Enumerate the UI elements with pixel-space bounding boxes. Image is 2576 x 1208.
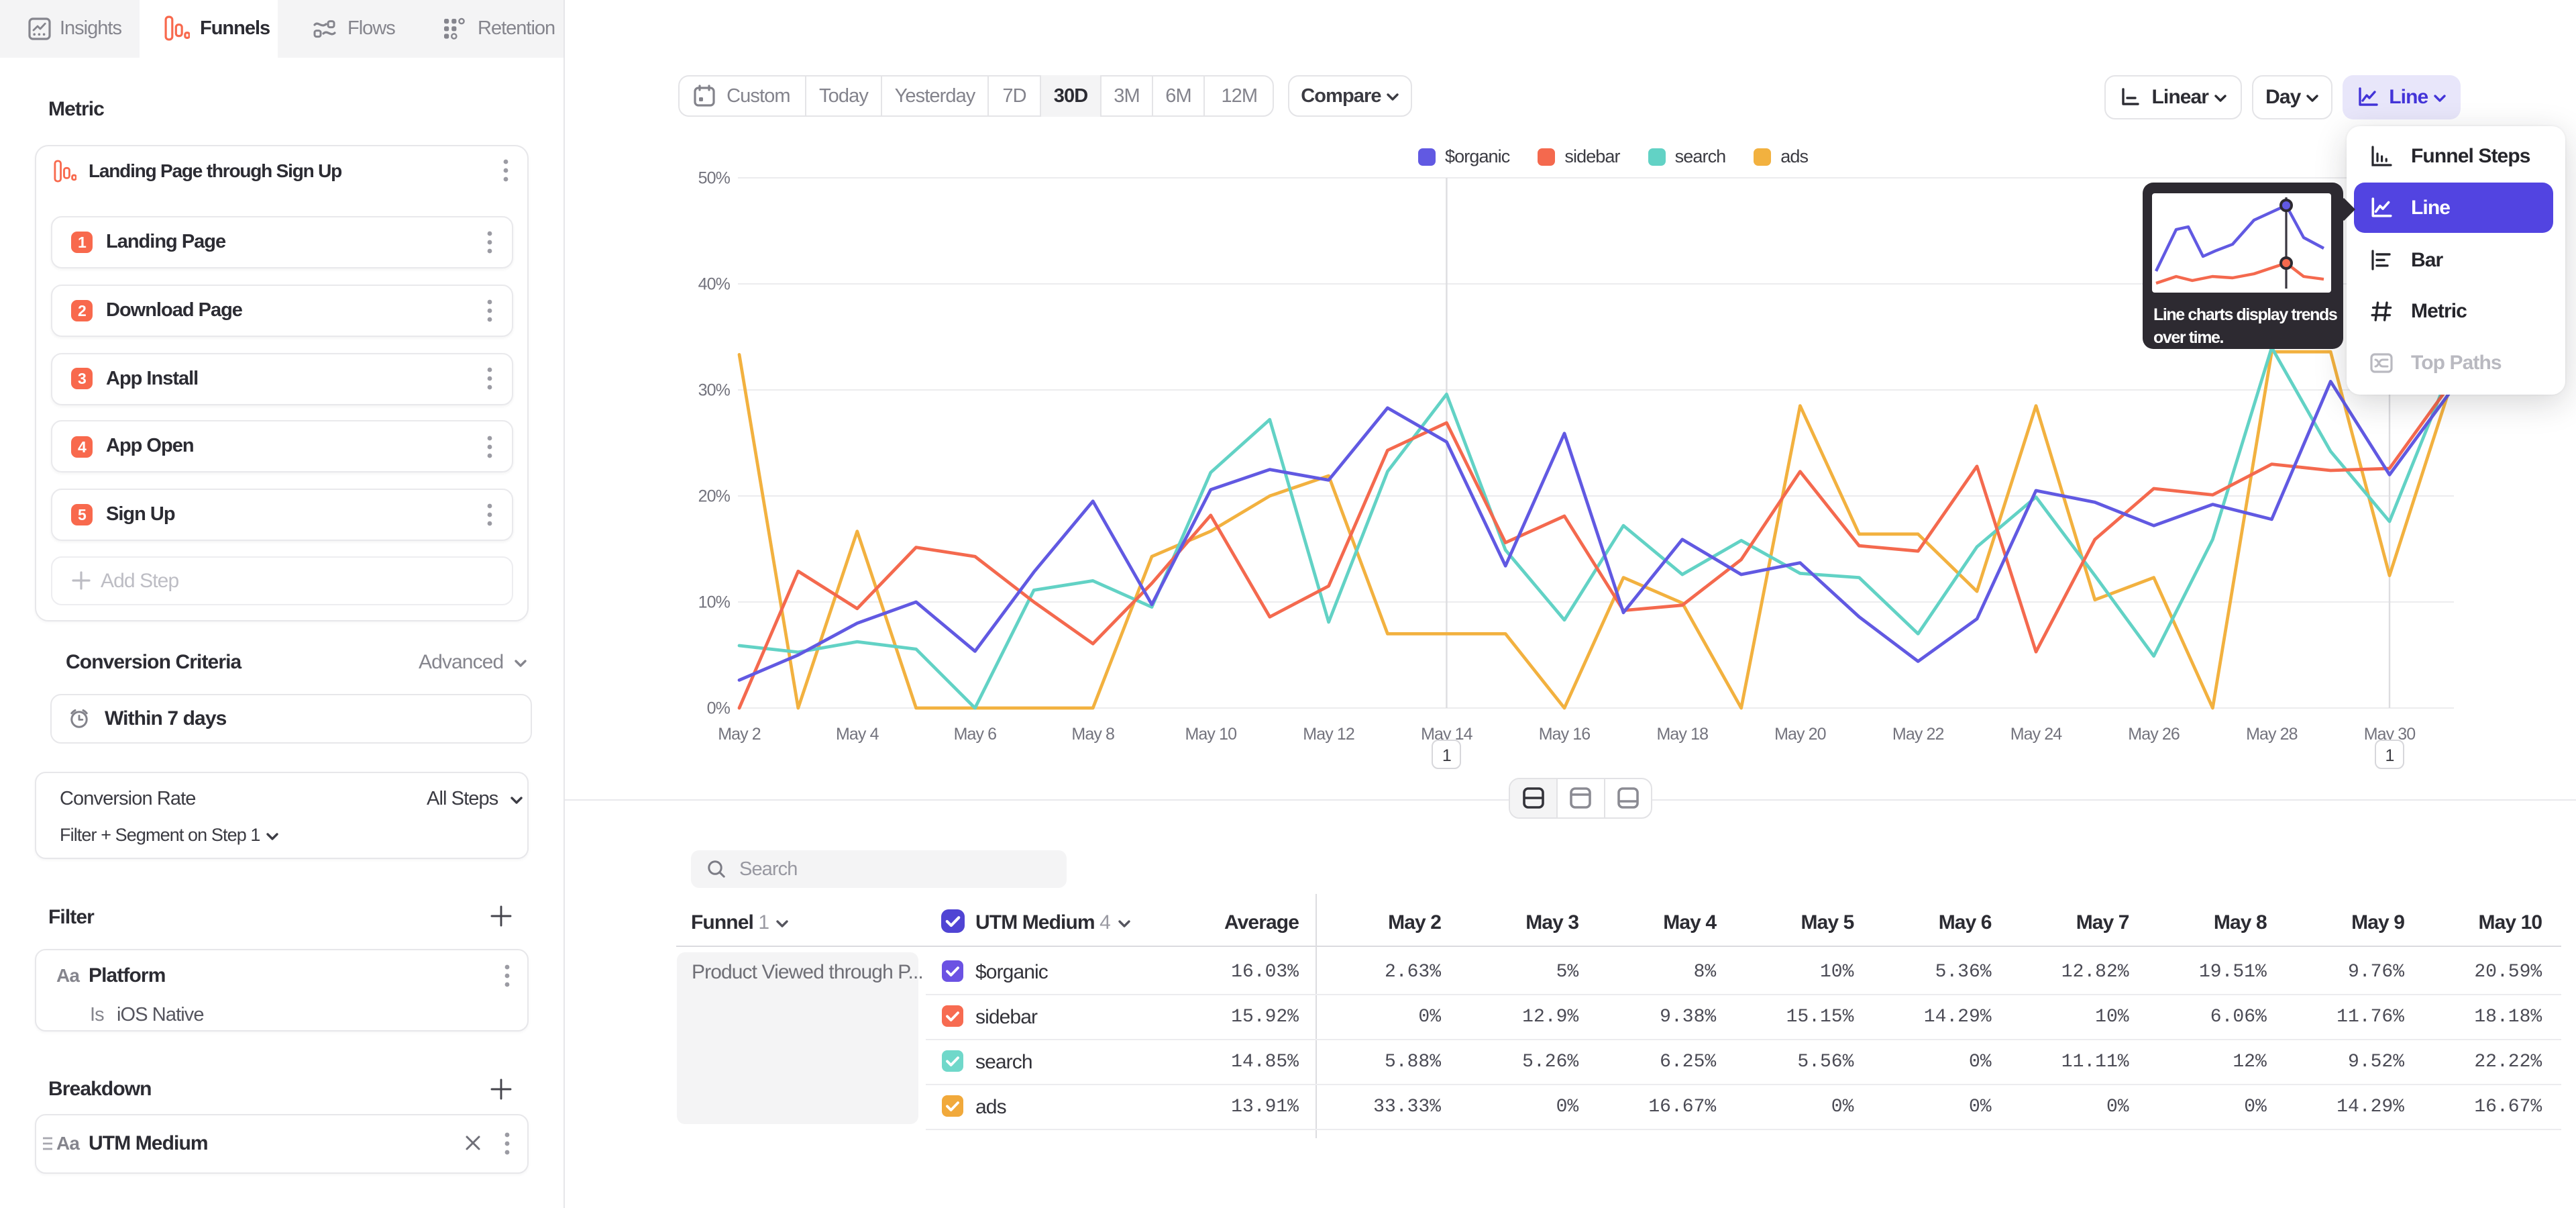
svg-text:May 4: May 4 — [836, 725, 879, 744]
svg-text:May 2: May 2 — [718, 725, 761, 744]
svg-text:May 16: May 16 — [1539, 725, 1591, 744]
svg-text:May 22: May 22 — [1892, 725, 1944, 744]
svg-text:May 10: May 10 — [1185, 725, 1237, 744]
svg-text:0%: 0% — [707, 699, 731, 717]
svg-text:May 12: May 12 — [1303, 725, 1354, 744]
svg-text:30%: 30% — [698, 381, 731, 399]
svg-text:May 6: May 6 — [954, 725, 997, 744]
svg-text:May 18: May 18 — [1657, 725, 1709, 744]
svg-text:May 26: May 26 — [2128, 725, 2180, 744]
svg-text:May 28: May 28 — [2246, 725, 2298, 744]
svg-text:40%: 40% — [698, 274, 731, 293]
svg-text:20%: 20% — [698, 487, 731, 505]
svg-text:50%: 50% — [698, 168, 731, 187]
svg-text:May 20: May 20 — [1774, 725, 1826, 744]
svg-text:May 8: May 8 — [1071, 725, 1114, 744]
svg-text:10%: 10% — [698, 593, 731, 611]
svg-text:May 24: May 24 — [2010, 725, 2063, 744]
